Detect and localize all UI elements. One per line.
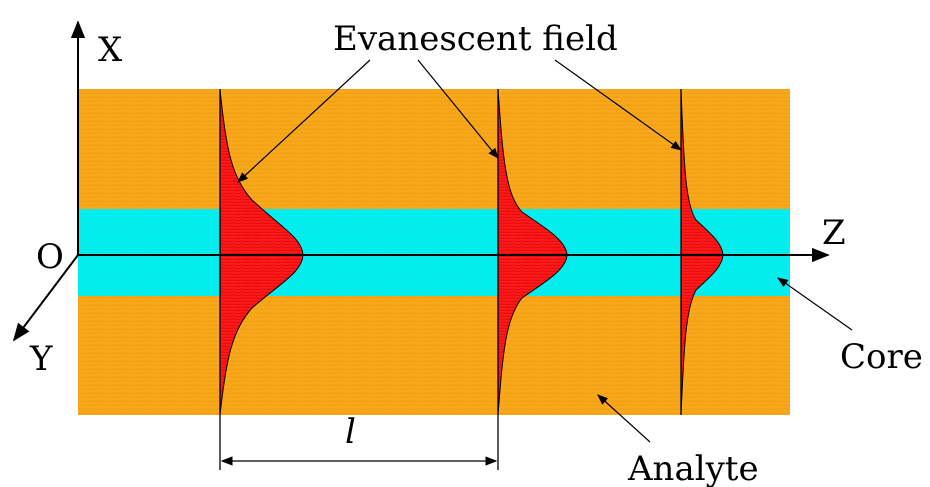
- pointer-core: [777, 277, 853, 331]
- core-label: Core: [840, 337, 923, 377]
- pointer-evanescent-1: [237, 59, 371, 183]
- z-axis-label: Z: [822, 213, 846, 253]
- y-axis-label: Y: [29, 339, 53, 379]
- pointer-evanescent-2: [417, 59, 499, 159]
- origin-label: O: [36, 237, 64, 277]
- analyte-label: Analyte: [627, 449, 759, 487]
- evanescent-field-label: Evanescent field: [333, 19, 618, 59]
- analyte-layer: [78, 296, 790, 415]
- y-axis-arrow: [12, 254, 79, 342]
- length-label: l: [345, 412, 356, 452]
- pointer-evanescent-3: [554, 59, 682, 151]
- x-axis-label: X: [98, 30, 123, 70]
- core-layer: [78, 209, 790, 296]
- pointer-analyte: [597, 394, 651, 443]
